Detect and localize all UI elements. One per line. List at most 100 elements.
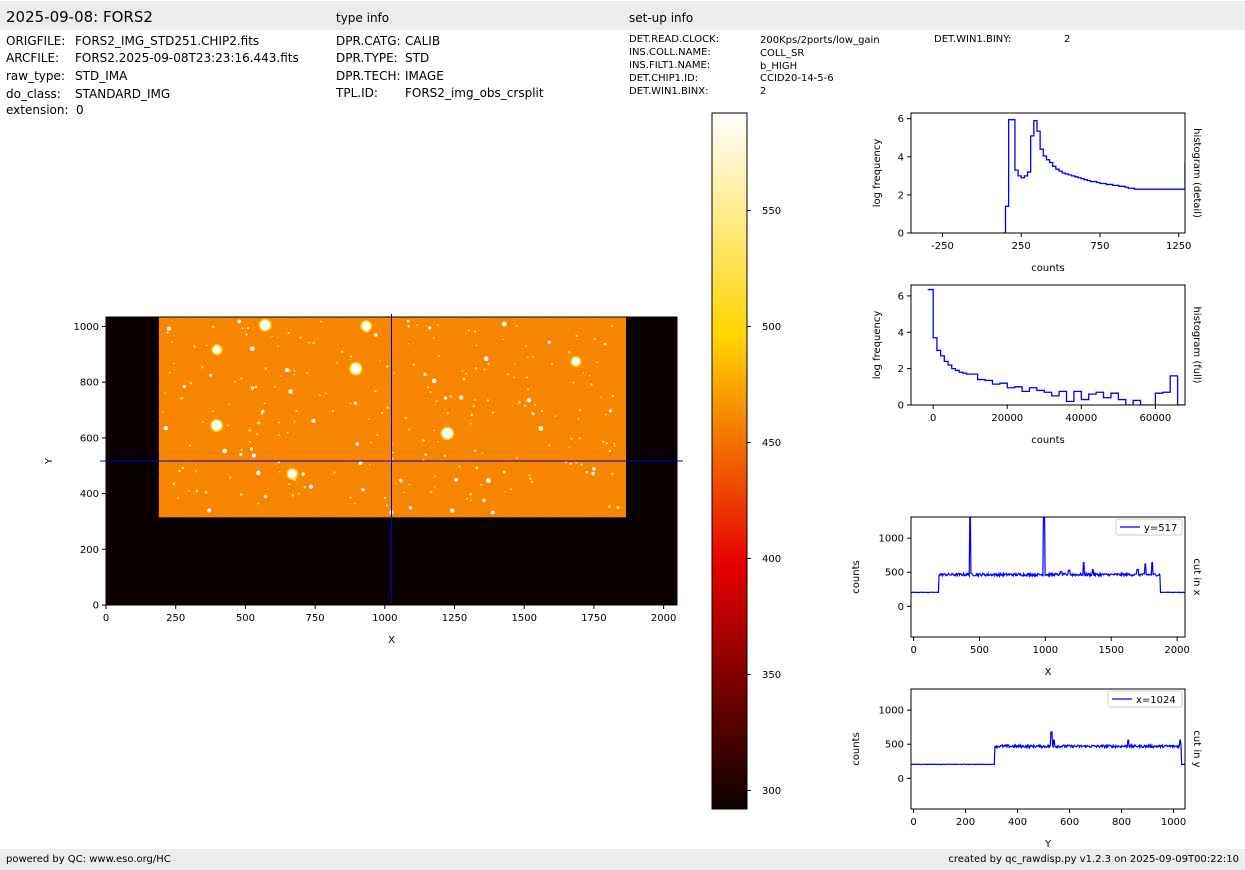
star: [399, 478, 403, 483]
y-axis-label: log frequency: [872, 311, 883, 380]
x-tick-label: 1750: [581, 613, 606, 624]
star: [207, 508, 212, 513]
type-info-key: DPR.TYPE:: [336, 51, 398, 65]
colorbar-tick-label: 550: [762, 206, 781, 217]
star: [432, 336, 435, 339]
star: [180, 397, 183, 400]
star: [435, 400, 438, 403]
setup-info-heading: set-up info: [629, 11, 694, 25]
y-tick-label: 1000: [879, 706, 904, 717]
star: [480, 483, 483, 486]
star: [484, 356, 489, 361]
star: [454, 477, 458, 482]
star: [222, 448, 228, 454]
x-tick-label: 250: [1012, 241, 1031, 252]
star: [228, 403, 230, 406]
star: [515, 324, 518, 327]
star: [469, 499, 472, 502]
star: [239, 452, 243, 456]
star: [591, 471, 595, 476]
star: [171, 341, 173, 344]
star: [168, 371, 171, 374]
setup-info-key: DET.CHIP1.ID:: [629, 73, 699, 84]
x-tick-label: 1000: [1033, 645, 1058, 656]
setup-info-value: 200Kps/2ports/low_gain: [760, 35, 880, 46]
star: [461, 370, 464, 372]
x-tick-label: 20000: [991, 413, 1023, 424]
star: [261, 409, 265, 414]
star: [189, 444, 192, 447]
star: [443, 396, 448, 400]
star: [195, 489, 199, 493]
star: [474, 367, 477, 370]
star: [469, 422, 472, 425]
star: [469, 493, 472, 496]
star: [610, 325, 613, 328]
star: [482, 498, 486, 502]
legend-box: [1115, 518, 1183, 536]
page-title: 2025-09-08: FORS2: [6, 8, 153, 26]
star: [446, 411, 449, 415]
star: [596, 361, 599, 364]
star: [306, 371, 309, 375]
x-tick-label: 800: [1112, 817, 1131, 828]
star: [380, 411, 384, 415]
star: [319, 394, 321, 397]
star: [173, 362, 175, 365]
x-tick-label: 60000: [1139, 413, 1171, 424]
star: [616, 506, 620, 510]
star: [437, 355, 440, 357]
star: [312, 341, 315, 345]
star: [176, 497, 179, 499]
star: [395, 482, 397, 485]
star: [530, 480, 534, 484]
axes-frame: [105, 316, 678, 606]
x-tick-label: 1250: [442, 613, 467, 624]
star: [193, 345, 196, 348]
y-axis-label: counts: [851, 732, 862, 765]
star: [201, 421, 204, 423]
star: [513, 363, 516, 365]
star: [229, 476, 232, 479]
y-tick-label: 2: [898, 364, 904, 375]
star: [486, 478, 491, 483]
type-info-value: IMAGE: [405, 69, 444, 83]
star: [490, 510, 495, 515]
star: [383, 496, 387, 500]
x-tick-label: 250: [166, 613, 185, 624]
star: [550, 363, 554, 366]
star: [571, 357, 581, 366]
x-tick-label: 2000: [651, 613, 676, 624]
star: [241, 327, 244, 330]
star: [570, 437, 573, 441]
star: [475, 466, 479, 470]
star: [278, 470, 281, 473]
type-info-value: CALIB: [405, 34, 441, 48]
star: [263, 402, 266, 405]
y-tick-label: 0: [93, 601, 99, 612]
side-label: cut in x: [1191, 558, 1202, 595]
y-tick-label: 4: [898, 328, 904, 339]
star: [212, 345, 222, 355]
y-tick-label: 500: [885, 740, 904, 751]
star: [475, 344, 478, 347]
star: [572, 381, 575, 384]
star: [293, 369, 296, 372]
y-tick-label: 1000: [879, 534, 904, 545]
star: [237, 319, 242, 324]
y-tick-label: 600: [80, 433, 99, 444]
star: [529, 477, 532, 480]
y-axis-label: Y: [44, 457, 55, 465]
star: [260, 412, 264, 415]
star: [524, 344, 527, 347]
star: [568, 350, 571, 354]
star: [575, 334, 579, 338]
star: [449, 395, 452, 398]
star: [299, 336, 302, 339]
star: [422, 439, 425, 442]
star: [288, 369, 291, 372]
star: [608, 505, 611, 508]
colorbar-tick-label: 350: [762, 670, 781, 681]
y-tick-label: 0: [898, 229, 904, 240]
star: [416, 324, 419, 326]
